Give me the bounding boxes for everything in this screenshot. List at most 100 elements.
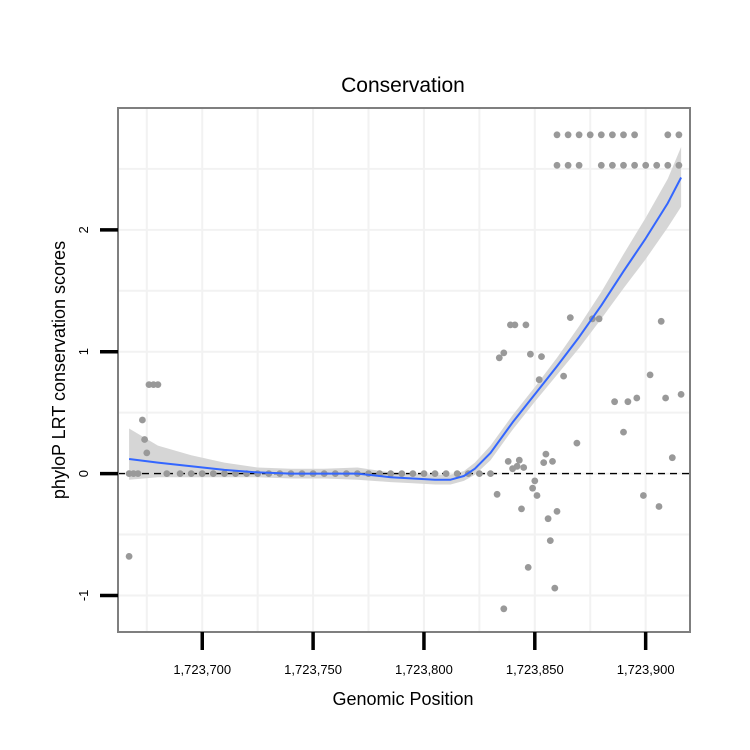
data-point <box>668 454 676 462</box>
data-point <box>664 161 672 169</box>
data-point <box>518 505 525 513</box>
data-point <box>575 131 583 139</box>
data-point <box>664 131 672 139</box>
data-point <box>431 470 439 477</box>
data-point <box>655 503 663 510</box>
data-point <box>642 161 650 169</box>
x-tick-label: 1,723,800 <box>395 662 453 677</box>
data-point <box>640 492 647 499</box>
data-point <box>560 372 567 380</box>
data-point <box>163 470 171 477</box>
data-point <box>546 537 554 544</box>
data-point <box>646 371 654 379</box>
data-point <box>675 161 683 169</box>
data-point <box>493 490 501 498</box>
data-point <box>420 470 428 477</box>
data-point <box>134 470 142 477</box>
x-tick-label: 1,723,900 <box>617 662 675 677</box>
data-point <box>540 459 548 466</box>
data-point <box>476 470 483 477</box>
data-point <box>620 161 627 169</box>
data-point <box>209 470 217 477</box>
data-point <box>535 376 543 384</box>
data-point <box>595 315 603 323</box>
data-point <box>495 354 503 362</box>
data-point <box>221 470 228 477</box>
x-tick-label: 1,723,750 <box>284 662 342 677</box>
x-tick-label: 1,723,850 <box>506 662 564 677</box>
chart-title: Conservation <box>341 74 465 97</box>
data-point <box>611 398 618 406</box>
x-axis-label: Genomic Position <box>332 689 473 709</box>
x-tick-label: 1,723,700 <box>173 662 231 677</box>
data-point <box>520 464 528 471</box>
data-point <box>553 161 561 169</box>
data-point <box>564 131 572 139</box>
data-point <box>143 449 151 457</box>
data-point <box>504 458 512 465</box>
data-point <box>675 131 683 139</box>
data-point <box>398 470 406 477</box>
y-axis-label: phyloP LRT conservation scores <box>49 241 69 499</box>
data-point <box>515 456 523 464</box>
data-point <box>442 470 450 477</box>
data-point <box>553 131 561 139</box>
data-point <box>575 161 583 169</box>
data-point <box>500 605 508 613</box>
data-point <box>549 458 556 465</box>
data-point <box>631 131 638 139</box>
data-point <box>513 462 521 470</box>
data-points <box>125 131 685 613</box>
data-point <box>176 470 184 477</box>
data-point <box>564 161 572 169</box>
panel-border <box>117 107 691 633</box>
data-point <box>529 484 536 492</box>
data-point <box>387 470 395 477</box>
data-point <box>538 353 545 360</box>
data-point <box>631 161 638 169</box>
panel-background <box>118 108 690 632</box>
data-point <box>453 470 461 477</box>
data-point <box>154 381 162 388</box>
data-point <box>544 515 552 523</box>
y-tick-label: -1 <box>76 590 91 602</box>
data-point <box>198 470 206 477</box>
data-point <box>620 131 627 139</box>
axes: 1,723,700 1,723,750 1,723,800 1,723,850 1,72… <box>76 226 675 677</box>
data-point <box>232 470 239 477</box>
data-point <box>533 492 541 499</box>
data-point <box>511 321 519 329</box>
data-point <box>139 416 146 424</box>
smooth-fit-line <box>128 177 682 481</box>
data-point <box>573 439 581 447</box>
data-point <box>653 161 661 169</box>
data-point <box>522 321 530 329</box>
data-point <box>586 131 594 139</box>
data-point <box>487 470 494 477</box>
data-point <box>677 391 685 398</box>
y-tick-label: 1 <box>76 348 91 355</box>
data-point <box>620 428 627 436</box>
y-tick-label: 2 <box>76 226 91 233</box>
data-point <box>609 131 616 139</box>
data-point <box>542 450 550 458</box>
data-point <box>566 314 574 321</box>
y-tick-label: 0 <box>76 470 91 477</box>
data-point <box>500 349 508 357</box>
data-point <box>597 161 605 169</box>
data-point <box>597 131 605 139</box>
plot-panel <box>117 107 691 633</box>
data-point <box>409 470 417 477</box>
data-point <box>633 394 641 402</box>
data-point <box>624 398 632 406</box>
data-point <box>141 436 149 443</box>
data-point <box>125 553 133 560</box>
data-point <box>187 470 195 477</box>
data-point <box>527 350 534 358</box>
data-point <box>657 317 665 325</box>
data-point <box>524 564 532 571</box>
data-point <box>609 161 616 169</box>
data-point <box>553 508 561 515</box>
data-point <box>551 584 559 592</box>
